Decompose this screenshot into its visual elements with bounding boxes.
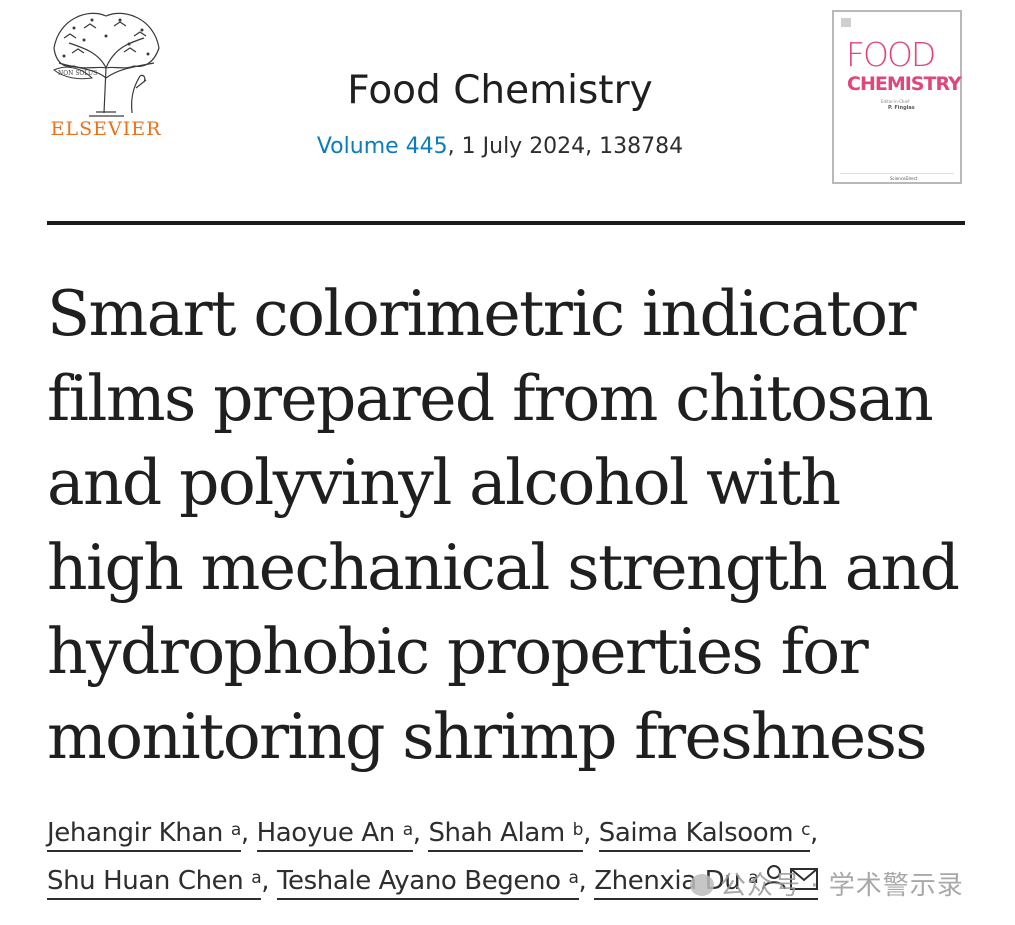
affiliation-marker: a (230, 820, 241, 840)
author-link[interactable]: Shah Alam b (428, 818, 583, 852)
author-list: Jehangir Khan a, Haoyue An a, Shah Alam … (47, 809, 977, 906)
title-line: hydrophobic properties for (47, 615, 869, 688)
author-separator: , (412, 818, 429, 848)
author-separator: , (240, 818, 257, 848)
author-separator: , (261, 866, 277, 896)
affiliation-marker: a (251, 868, 262, 888)
cover-title-line1: FOOD (846, 35, 936, 74)
author-separator: , (810, 818, 818, 848)
author-name: Zhenxia Du (594, 866, 741, 896)
author-link[interactable]: Shu Huan Chen a (47, 866, 262, 900)
citation: Volume 445, 1 July 2024, 138784 (260, 134, 740, 159)
journal-title[interactable]: Food Chemistry (347, 68, 653, 113)
cover-publisher-logo (841, 18, 851, 27)
logo-motto: NON SOLUS (58, 70, 97, 77)
affiliation-marker: c (801, 820, 811, 840)
volume-link[interactable]: Volume 445 (316, 134, 448, 159)
publisher-name: ELSEVIER (50, 118, 162, 140)
elsevier-logo[interactable]: NON SOLUS (44, 8, 168, 143)
author-name: Haoyue An (256, 818, 396, 848)
author-separator: , (578, 866, 595, 896)
author-link[interactable]: Jehangir Khan a (47, 818, 241, 852)
wechat-logo-icon (690, 873, 714, 896)
article-title: Smart colorimetric indicator films prepa… (47, 272, 977, 779)
person-icon[interactable] (762, 858, 787, 906)
author-separator: , (583, 818, 599, 848)
affiliation-marker: a (402, 820, 413, 840)
author-name: Teshale Ayano Begeno (276, 866, 561, 896)
header-divider (47, 221, 965, 225)
author-link[interactable]: Haoyue An a (256, 818, 413, 852)
cover-divider (840, 173, 954, 174)
author-name: Shu Huan Chen (47, 866, 244, 896)
cover-editor-name: P. Finglas (888, 105, 915, 111)
citation-details: , 1 July 2024, 138784 (447, 134, 684, 159)
journal-cover-thumbnail[interactable]: FOOD CHEMISTRY Editor-in-Chief P. Fingla… (832, 10, 962, 184)
watermark-text: 公众号 · 学术警示录 (720, 871, 964, 901)
author-name: Shah Alam (428, 818, 565, 848)
affiliation-marker: b (572, 820, 584, 840)
author-name: Jehangir Khan (47, 818, 223, 848)
title-line: and polyvinyl alcohol with (47, 446, 841, 519)
affiliation-marker: a (748, 868, 759, 888)
title-line: monitoring shrimp freshness (47, 699, 928, 773)
watermark: 公众号 · 学术警示录 (690, 865, 964, 902)
author-link[interactable]: Teshale Ayano Begeno a (276, 866, 579, 900)
cover-title-line2: CHEMISTRY (847, 73, 962, 95)
author-link[interactable]: Zhenxia Du a (594, 864, 819, 900)
title-line: Smart colorimetric indicator (47, 277, 917, 350)
title-line: films prepared from chitosan (47, 361, 934, 435)
title-line: high mechanical strength and (47, 530, 960, 604)
cover-footer: ScienceDirect (890, 176, 918, 181)
author-name: Saima Kalsoom (598, 818, 794, 848)
envelope-icon[interactable] (790, 858, 819, 906)
affiliation-marker: a (568, 868, 579, 888)
author-link[interactable]: Saima Kalsoom c (598, 818, 811, 852)
cover-editor-label: Editor-in-Chief (881, 99, 910, 104)
